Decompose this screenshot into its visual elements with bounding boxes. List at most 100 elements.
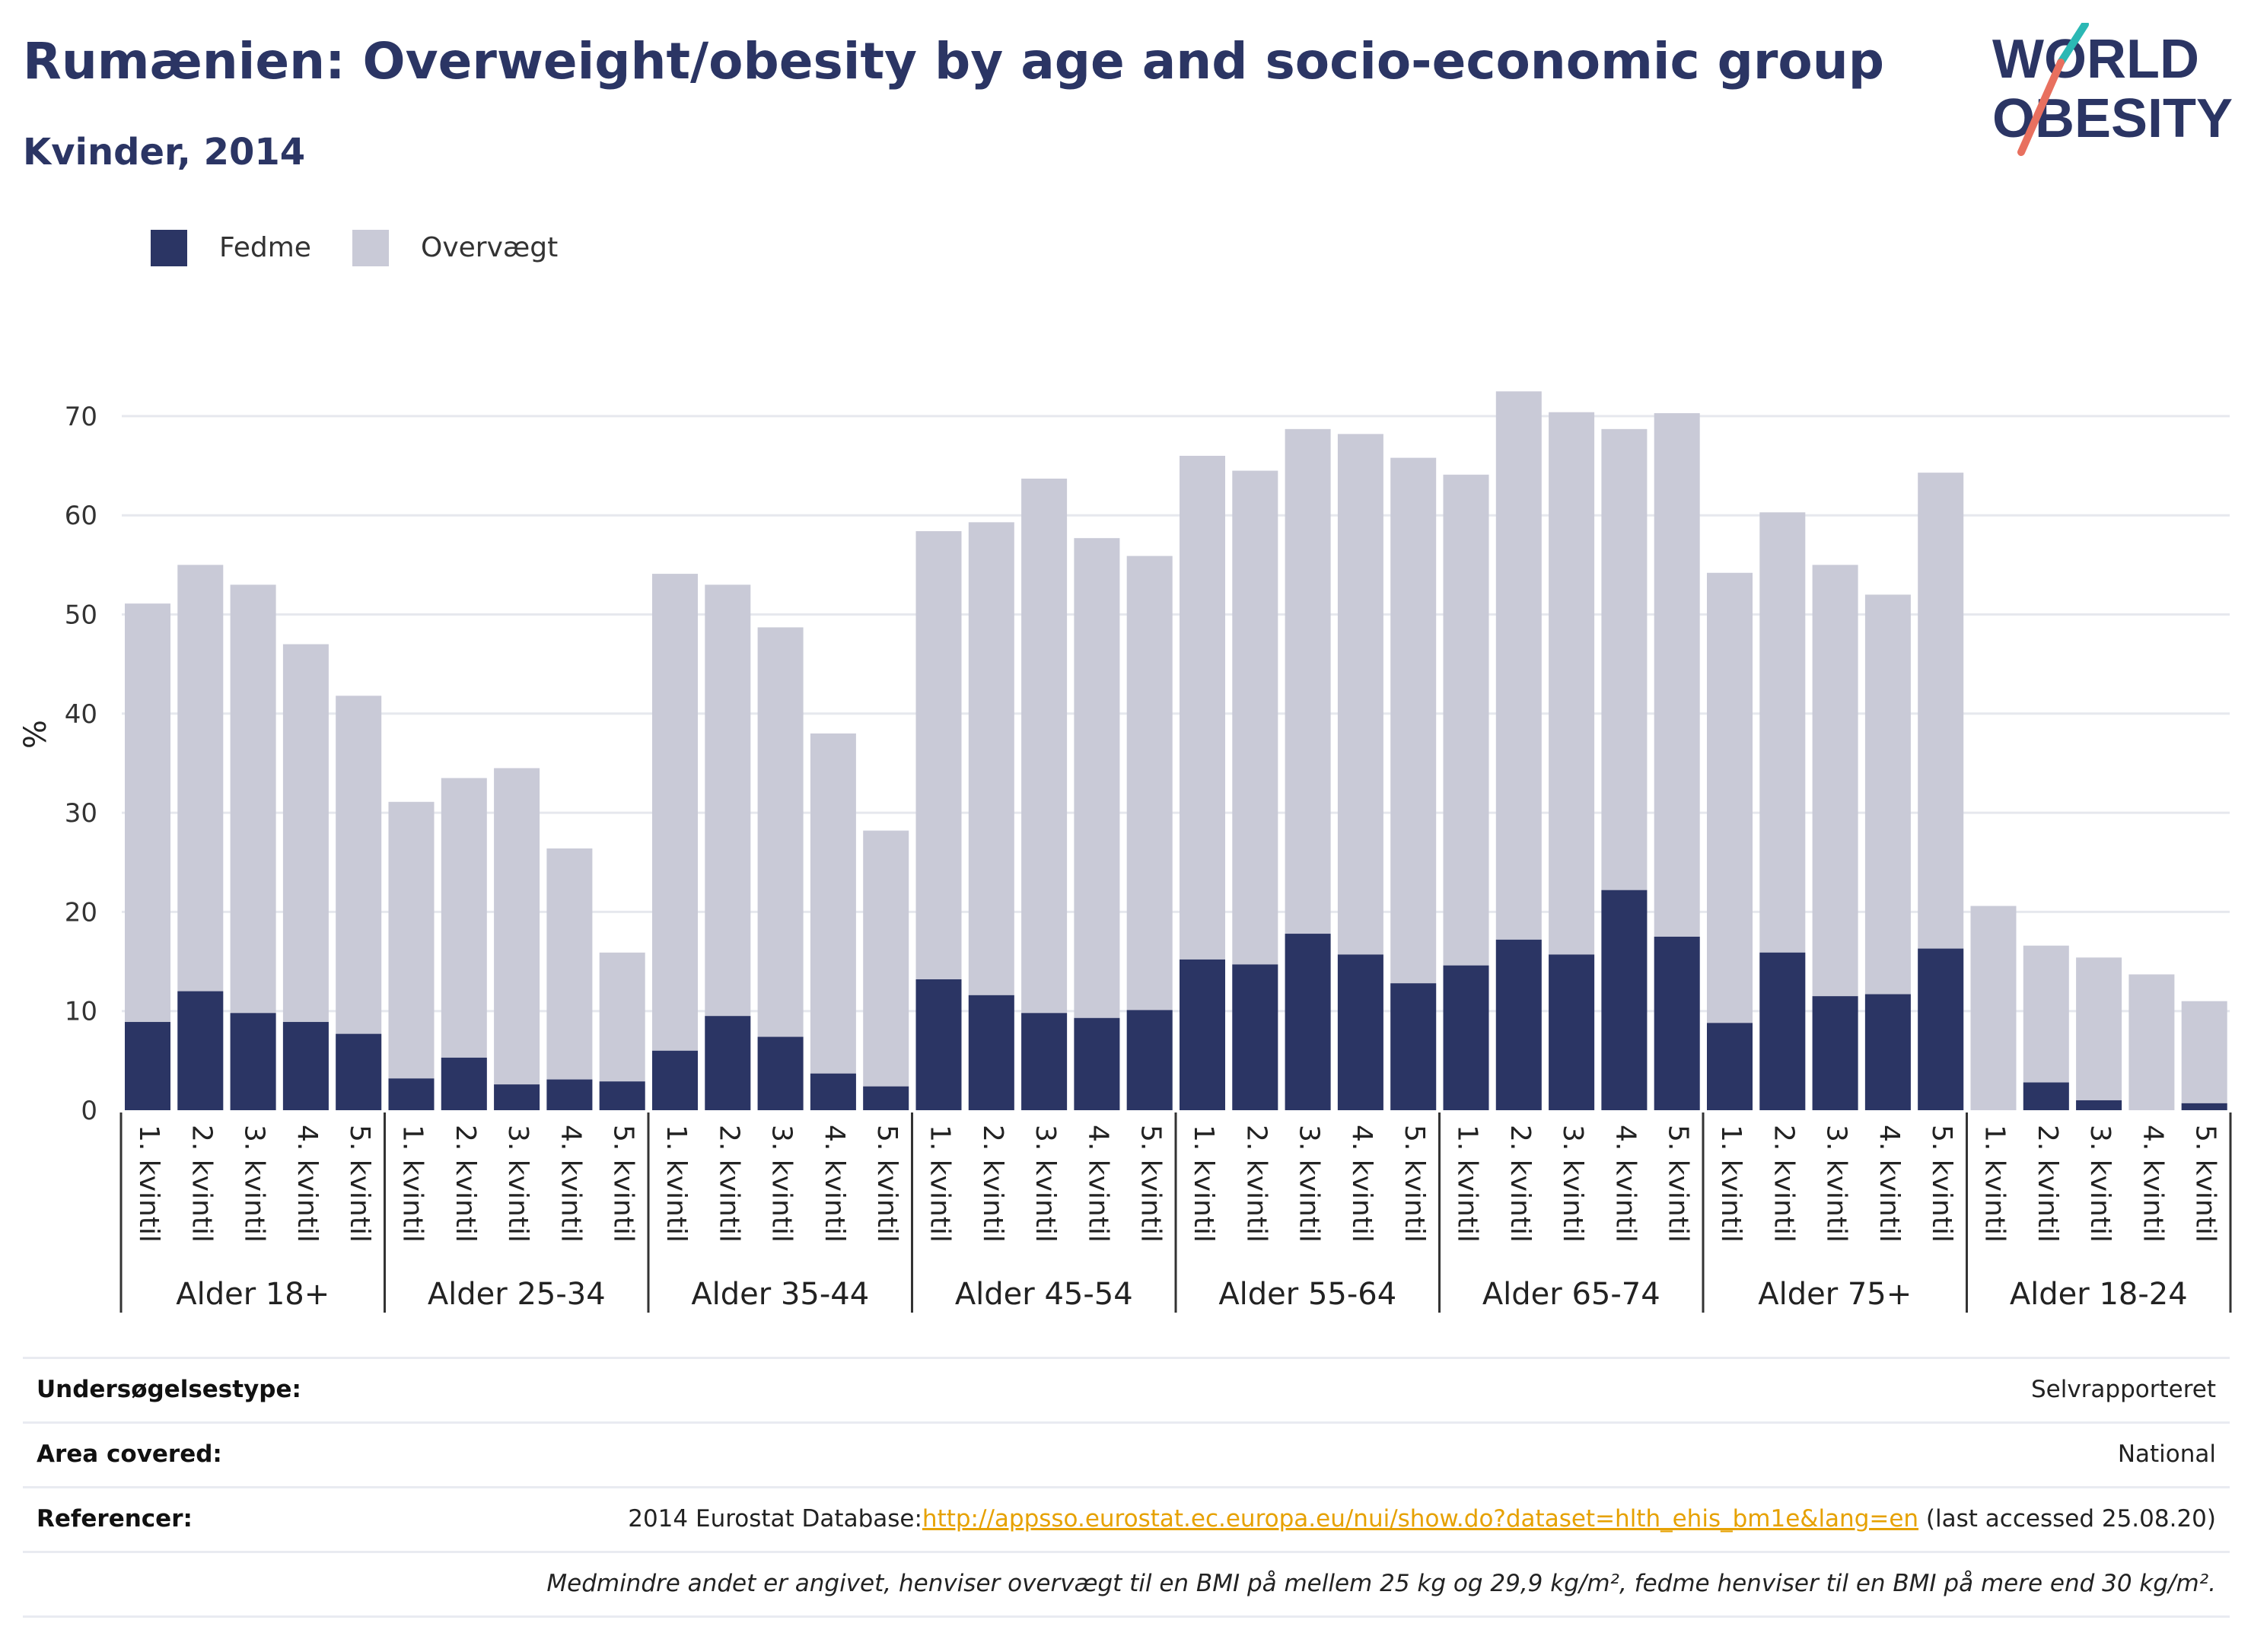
bar-fedme [177, 991, 224, 1110]
bar-fedme [1495, 939, 1542, 1110]
x-tick-label: 1. kvintil [925, 1125, 956, 1243]
group-label: Alder 75+ [1758, 1277, 1912, 1312]
bar-fedme [1918, 948, 1964, 1110]
legend-swatch-overvaegt [352, 230, 389, 266]
info-value-area-covered: National [2117, 1440, 2216, 1468]
y-tick-label: 70 [65, 402, 97, 432]
x-tick-label: 2. kvintil [1768, 1125, 1799, 1243]
legend-label-fedme: Fedme [219, 232, 311, 263]
y-tick-label: 40 [65, 699, 97, 730]
bar-fedme [968, 995, 1014, 1110]
info-row-references: Referencer: 2014 Eurostat Database:http:… [23, 1486, 2230, 1551]
reference-suffix: (last accessed 25.08.20) [1918, 1505, 2216, 1533]
bar-overvaegt [388, 801, 435, 1110]
info-value-survey-type: Selvrapporteret [2030, 1376, 2216, 1403]
x-tick-label: 2. kvintil [450, 1125, 481, 1243]
reference-prefix: 2014 Eurostat Database: [628, 1505, 922, 1533]
info-table: Undersøgelsestype: Selvrapporteret Area … [23, 1357, 2230, 1618]
bar-overvaegt [1707, 572, 1753, 1110]
info-row-survey-type: Undersøgelsestype: Selvrapporteret [23, 1357, 2230, 1421]
info-row-note: Medmindre andet er angivet, henviser ove… [23, 1551, 2230, 1618]
bar-fedme [441, 1057, 487, 1110]
x-tick-label: 4. kvintil [819, 1125, 850, 1243]
bar-fedme [336, 1033, 382, 1110]
bar-fedme [1654, 936, 1700, 1110]
x-tick-label: 1. kvintil [133, 1125, 164, 1243]
x-tick-label: 3. kvintil [239, 1125, 270, 1243]
bar-fedme [1180, 959, 1225, 1110]
bar-overvaegt [441, 778, 487, 1110]
x-tick-label: 2. kvintil [1240, 1125, 1272, 1243]
x-tick-label: 3. kvintil [2084, 1125, 2116, 1243]
info-row-area-covered: Area covered: National [23, 1421, 2230, 1486]
bar-fedme [2181, 1103, 2227, 1110]
bar-fedme [1759, 952, 1806, 1110]
logo-slash-coral [2017, 59, 2065, 156]
x-tick-label: 5. kvintil [1663, 1125, 1694, 1243]
bar-fedme [1232, 964, 1278, 1110]
y-tick-label: 20 [65, 897, 97, 928]
bar-overvaegt [1074, 538, 1120, 1110]
x-tick-label: 1. kvintil [1715, 1125, 1746, 1243]
bar-fedme [1443, 965, 1489, 1110]
bar-overvaegt [810, 733, 856, 1110]
bar-overvaegt [2181, 1001, 2227, 1110]
bar-fedme [915, 979, 962, 1110]
bar-overvaegt [863, 830, 909, 1110]
x-tick-label: 5. kvintil [344, 1125, 375, 1243]
x-tick-label: 3. kvintil [1557, 1125, 1588, 1243]
x-tick-label: 1. kvintil [1452, 1125, 1483, 1243]
x-tick-label: 2. kvintil [713, 1125, 744, 1243]
bar-overvaegt [652, 574, 698, 1110]
x-tick-label: 5. kvintil [1926, 1125, 1957, 1243]
bar-fedme [1549, 954, 1595, 1110]
bar-overvaegt [1021, 478, 1068, 1110]
x-tick-label: 3. kvintil [1030, 1125, 1061, 1243]
x-tick-label: 4. kvintil [1082, 1125, 1113, 1243]
bar-fedme [652, 1050, 698, 1110]
group-label: Alder 25-34 [428, 1277, 606, 1312]
bmi-definition-note: Medmindre andet er angivet, henviser ove… [546, 1570, 2216, 1597]
x-tick-label: 4. kvintil [1346, 1125, 1377, 1243]
bar-fedme [1864, 994, 1911, 1110]
bar-fedme [125, 1022, 170, 1110]
x-tick-label: 2. kvintil [2032, 1125, 2063, 1243]
bar-fedme [757, 1036, 804, 1110]
bar-fedme [2023, 1082, 2069, 1110]
x-tick-label: 4. kvintil [1609, 1125, 1641, 1243]
group-label: Alder 35-44 [691, 1277, 869, 1312]
group-label: Alder 45-54 [955, 1277, 1133, 1312]
bar-fedme [230, 1013, 276, 1110]
y-tick-label: 0 [81, 1096, 97, 1126]
bar-chart: 0 10 20 30 40 50 60 70% 1. kvintil 2. kvintil 3. k… [18, 391, 2232, 1313]
group-label: Alder 18-24 [2010, 1277, 2188, 1312]
bar-fedme [863, 1086, 909, 1110]
bar-fedme [282, 1022, 329, 1110]
reference-link[interactable]: http://appsso.eurostat.ec.europa.eu/nui/… [922, 1505, 1919, 1533]
bar-overvaegt [757, 627, 804, 1110]
x-tick-label: 4. kvintil [2137, 1125, 2168, 1243]
x-tick-label: 4. kvintil [555, 1125, 586, 1243]
x-tick-label: 4. kvintil [291, 1125, 323, 1243]
x-tick-label: 1. kvintil [1979, 1125, 2011, 1243]
info-value-references: 2014 Eurostat Database:http://appsso.eur… [628, 1505, 2216, 1533]
logo-word-world: WORLD [1992, 29, 2199, 90]
info-label-references: Referencer: [37, 1505, 193, 1533]
bar-overvaegt [494, 768, 540, 1110]
x-tick-label: 2. kvintil [1504, 1125, 1536, 1243]
x-tick-label: 1. kvintil [397, 1125, 428, 1243]
bar-fedme [546, 1079, 593, 1110]
chart-subtitle: Kvinder, 2014 [23, 131, 306, 173]
y-tick-label: 10 [65, 997, 97, 1027]
x-tick-label: 2. kvintil [977, 1125, 1008, 1243]
bar-fedme [1601, 890, 1648, 1110]
y-tick-label: 50 [65, 600, 97, 631]
x-tick-label: 1. kvintil [1188, 1125, 1219, 1243]
bar-fedme [705, 1016, 751, 1110]
x-tick-label: 5. kvintil [871, 1125, 903, 1243]
logo-slash-teal [2057, 23, 2089, 66]
bar-fedme [1812, 996, 1858, 1110]
bar-fedme [1390, 983, 1437, 1110]
bar-overvaegt [2128, 974, 2175, 1110]
bar-fedme [2076, 1100, 2122, 1110]
